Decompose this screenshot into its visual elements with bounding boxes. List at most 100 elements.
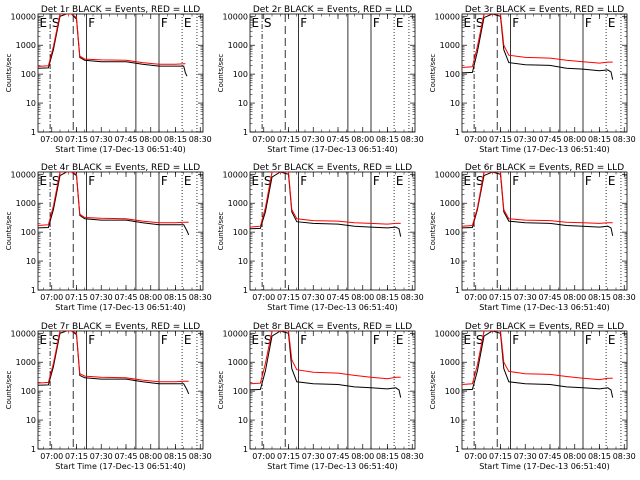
detector-panel-4: Det 4r BLACK = Events, RED = LLD 1 10 100 10… — [5, 163, 212, 312]
lld-series-line — [462, 14, 613, 68]
events-series-line — [38, 172, 190, 236]
y-tick-label: 1 — [243, 128, 248, 137]
x-tick-label: 07:30 — [90, 135, 113, 144]
plot-frame — [37, 171, 204, 291]
y-tick-label: 1 — [455, 445, 460, 454]
y-tick-label: 1 — [31, 286, 36, 295]
segment-annotation: S — [264, 16, 272, 30]
y-tick-label: 1000 — [228, 199, 248, 208]
x-tick-label: 07:45 — [114, 452, 137, 461]
x-tick-label: 08:30 — [189, 135, 212, 144]
segment-annotation: E — [184, 333, 192, 347]
y-tick-label: 10000 — [11, 170, 36, 179]
y-axis-label: Counts/sec — [5, 371, 13, 410]
y-tick-label: 1000 — [440, 41, 460, 50]
x-tick-label: 07:45 — [538, 135, 561, 144]
detector-panel-9: Det 9r BLACK = Events, RED = LLD 1 10 100 10… — [429, 322, 636, 471]
x-tick-label: 07:45 — [326, 135, 349, 144]
y-tick-label: 100 — [21, 387, 36, 396]
x-tick-label: 08:00 — [139, 452, 162, 461]
segment-annotation: S — [52, 333, 60, 347]
y-tick-label: 10 — [26, 416, 36, 425]
segment-annotation: F — [373, 16, 380, 30]
x-tick-label: 07:15 — [65, 135, 88, 144]
segment-annotation: F — [88, 174, 95, 188]
y-tick-label: 1 — [455, 286, 460, 295]
chart-title: Det 1r BLACK = Events, RED = LLD — [41, 5, 200, 15]
y-tick-label: 100 — [233, 70, 248, 79]
y-tick-label: 10 — [238, 416, 248, 425]
x-tick-label: 07:00 — [252, 452, 275, 461]
detector-panel-3: Det 3r BLACK = Events, RED = LLD 1 10 100 10… — [429, 5, 636, 154]
x-tick-label: 07:30 — [90, 293, 113, 302]
chart-title: Det 7r BLACK = Events, RED = LLD — [41, 322, 200, 332]
x-tick-label: 08:00 — [139, 293, 162, 302]
segment-annotation: E — [608, 333, 616, 347]
x-tick-label: 07:15 — [489, 293, 512, 302]
lld-series-line — [462, 172, 613, 227]
lld-series-line — [38, 14, 186, 67]
events-series-line — [38, 14, 188, 77]
detector-panel-8: Det 8r BLACK = Events, RED = LLD 1 10 100 10… — [217, 322, 424, 471]
x-axis-label: Start Time (17-Dec-13 06:51:40) — [55, 462, 186, 471]
segment-annotation: F — [300, 174, 307, 188]
y-tick-label: 100 — [233, 228, 248, 237]
y-axis-label: Counts/sec — [217, 371, 225, 410]
x-tick-label: 07:00 — [464, 293, 487, 302]
y-tick-label: 10 — [450, 257, 460, 266]
x-tick-label: 08:15 — [164, 135, 187, 144]
segment-annotation: E — [252, 174, 260, 188]
x-tick-label: 07:30 — [514, 135, 537, 144]
x-axis-label: Start Time (17-Dec-13 06:51:40) — [267, 145, 398, 154]
plot-frame — [249, 13, 416, 133]
y-tick-label: 1000 — [16, 41, 36, 50]
x-tick-label: 07:30 — [302, 135, 325, 144]
segment-annotation: E — [252, 16, 260, 30]
y-tick-label: 10000 — [435, 170, 460, 179]
segment-annotation: F — [373, 174, 380, 188]
detector-panel-7: Det 7r BLACK = Events, RED = LLD 1 10 100 10… — [5, 322, 212, 471]
x-tick-label: 08:30 — [401, 135, 424, 144]
plot-frame — [249, 330, 416, 450]
segment-annotation: F — [161, 333, 168, 347]
plot-frame — [461, 330, 628, 450]
y-tick-label: 100 — [21, 228, 36, 237]
x-tick-label: 08:00 — [563, 293, 586, 302]
y-tick-label: 1 — [31, 128, 36, 137]
y-tick-label: 100 — [445, 228, 460, 237]
x-tick-label: 08:15 — [588, 293, 611, 302]
x-tick-label: 08:00 — [351, 293, 374, 302]
x-tick-label: 07:30 — [90, 452, 113, 461]
y-axis-label: Counts/sec — [429, 212, 437, 251]
x-tick-label: 08:15 — [588, 452, 611, 461]
x-tick-label: 08:30 — [613, 452, 636, 461]
x-axis-label: Start Time (17-Dec-13 06:51:40) — [267, 462, 398, 471]
x-axis-label: Start Time (17-Dec-13 06:51:40) — [479, 303, 610, 312]
detector-panel-6: Det 6r BLACK = Events, RED = LLD 1 10 100 10… — [429, 163, 636, 312]
plot-frame — [461, 171, 628, 291]
x-tick-label: 07:15 — [489, 452, 512, 461]
x-tick-label: 08:30 — [401, 293, 424, 302]
chart-title: Det 3r BLACK = Events, RED = LLD — [465, 5, 624, 15]
segment-annotation: F — [373, 333, 380, 347]
x-axis-label: Start Time (17-Dec-13 06:51:40) — [479, 462, 610, 471]
x-tick-label: 07:45 — [114, 293, 137, 302]
segment-annotation: F — [512, 333, 519, 347]
y-tick-label: 10 — [450, 99, 460, 108]
x-tick-label: 07:15 — [277, 135, 300, 144]
y-tick-label: 1000 — [440, 199, 460, 208]
x-tick-label: 07:45 — [538, 452, 561, 461]
x-tick-label: 07:45 — [326, 293, 349, 302]
y-tick-label: 100 — [233, 387, 248, 396]
segment-annotation: E — [396, 333, 404, 347]
y-tick-label: 1000 — [228, 41, 248, 50]
y-tick-label: 10000 — [435, 12, 460, 21]
segment-annotation: E — [464, 174, 472, 188]
y-tick-label: 10000 — [223, 12, 248, 21]
events-series-line — [462, 14, 614, 80]
x-tick-label: 07:00 — [40, 135, 63, 144]
segment-annotation: F — [88, 16, 95, 30]
segment-annotation: E — [396, 16, 404, 30]
y-tick-label: 1000 — [440, 358, 460, 367]
